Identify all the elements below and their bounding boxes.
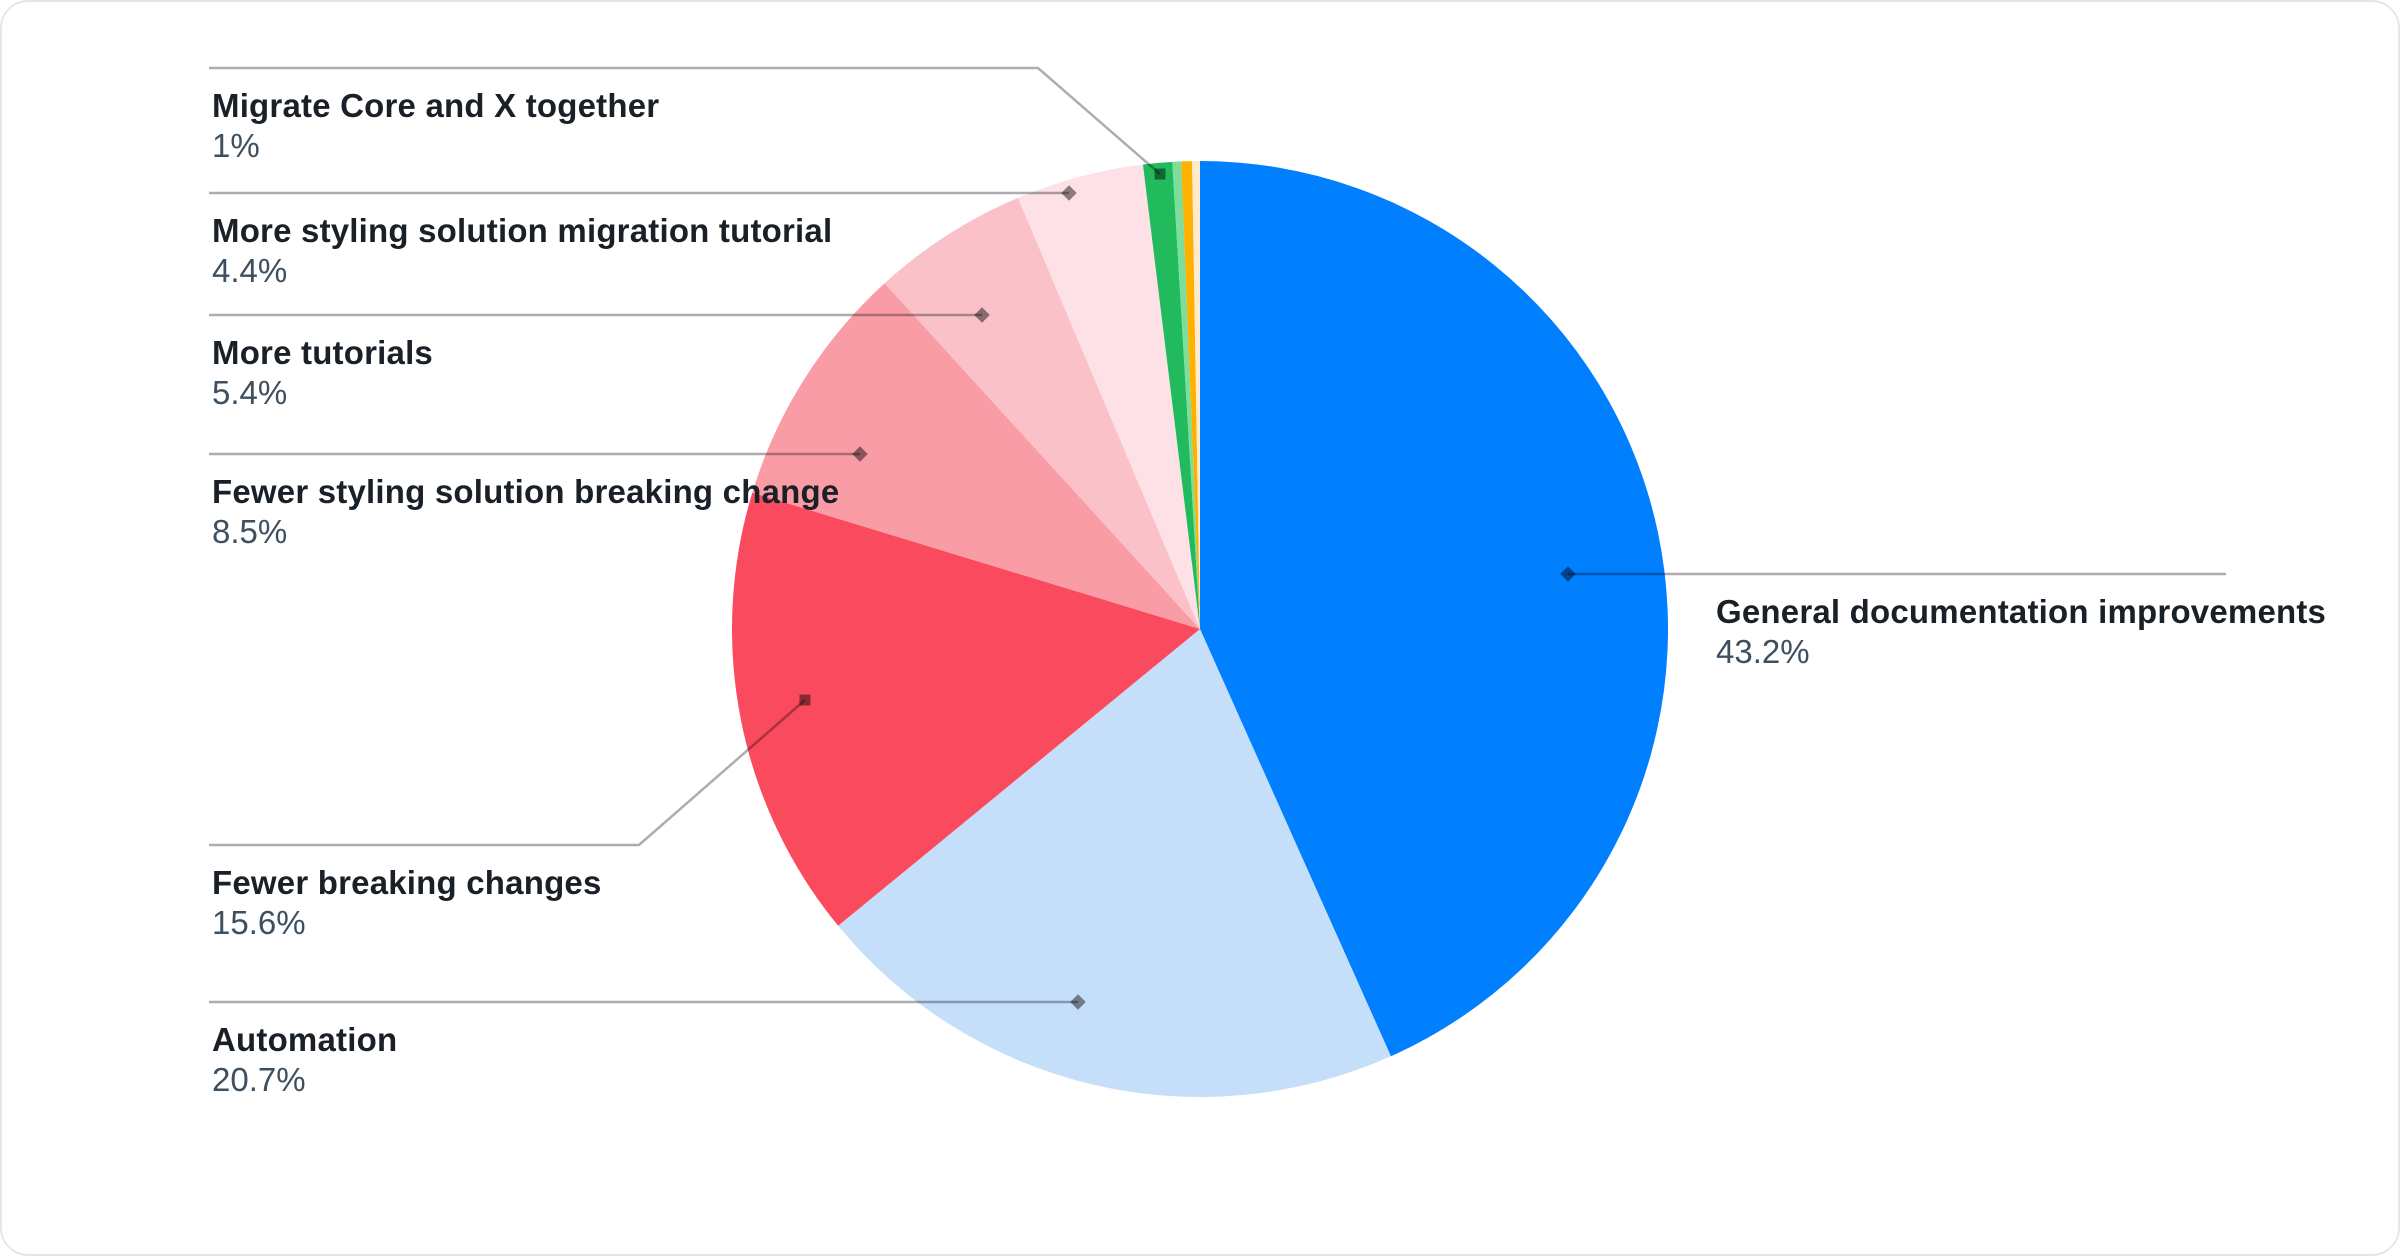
slice-label-title: Fewer styling solution breaking change [212,473,840,510]
leader-migrate-core-and-x-together [209,66,1161,175]
pie-slice-automation [838,629,1391,1097]
slice-label-title: Migrate Core and X together [212,87,660,124]
slice-label-title: General documentation improvements [1716,593,2327,630]
slice-label-percent: 8.5% [212,513,288,550]
slice-label-title: More tutorials [212,334,433,371]
slice-label-percent: 15.6% [212,904,306,941]
pie-slice-other-9 [1192,161,1200,629]
callout-more-styling-solution-migration-tutorial: More styling solution migration tutorial… [212,211,832,291]
pie-slice-more-tutorials [884,197,1200,629]
slice-label-percent: 43.2% [1716,633,1810,670]
pie-slice-general-documentation-improvements [1200,161,1668,1057]
callout-migrate-core-and-x-together: Migrate Core and X together 1% [212,86,659,166]
pie-slice-migrate-core-and-x-together [1142,161,1200,629]
slice-label-title: Fewer breaking changes [212,864,602,901]
callout-fewer-styling-solution-breaking-change: Fewer styling solution breaking change 8… [212,472,839,552]
leader-general-documentation-improvements-anchor-marker [1560,566,1576,582]
pie-slice-other-7 [1172,161,1200,629]
slice-label-percent: 1% [212,127,260,164]
slice-label-title: More styling solution migration tutorial [212,212,833,249]
slice-label-title: Automation [212,1021,398,1058]
slice-label-percent: 4.4% [212,252,288,289]
leader-more-styling-solution-migration-tutorial-anchor-marker [1061,185,1077,201]
pie-slice-fewer-styling-solution-breaking-change [752,283,1200,629]
leader-fewer-breaking-changes-anchor-marker [799,694,811,706]
slice-label-percent: 20.7% [212,1061,306,1098]
pie-slice-other-8 [1181,161,1200,629]
callout-fewer-breaking-changes: Fewer breaking changes 15.6% [212,863,602,943]
callout-more-tutorials: More tutorials 5.4% [212,333,433,413]
leader-fewer-breaking-changes [209,699,806,847]
callout-automation: Automation 20.7% [212,1020,397,1100]
leader-migrate-core-and-x-together-anchor-marker [1154,168,1166,180]
callout-general-documentation-improvements: General documentation improvements 43.2% [1716,592,2326,672]
slice-label-percent: 5.4% [212,374,288,411]
pie-slice-more-styling-solution-migration-tutorial [1018,164,1200,630]
leader-automation-anchor-marker [1070,994,1086,1010]
pie-slice-fewer-breaking-changes [732,492,1200,926]
